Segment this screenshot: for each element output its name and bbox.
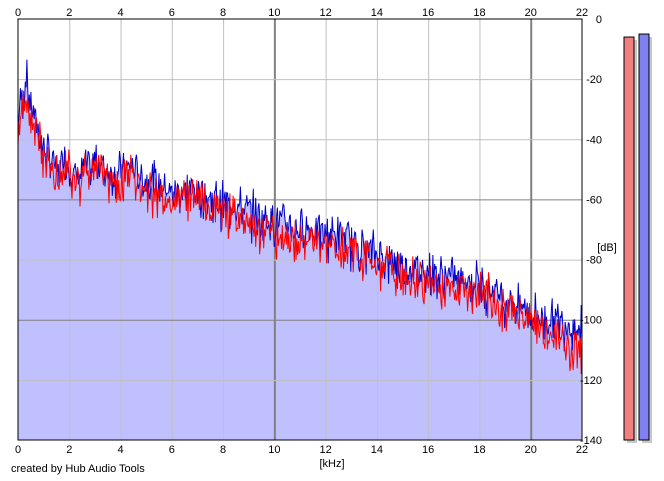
x-tick-label-bottom: 2: [66, 444, 72, 456]
x-tick-labels-bottom: 0 2 4 6 8 10 12 14 16 18 20 22: [15, 444, 588, 456]
x-tick-label-top: 2: [66, 7, 72, 19]
grid-lines: [18, 19, 582, 440]
y-tick-label: -60: [586, 194, 602, 206]
level-meter-left: [623, 36, 635, 441]
x-tick-label-top: 22: [576, 7, 588, 19]
x-tick-label-top: 12: [320, 7, 332, 19]
spectrum-series: [17, 59, 583, 375]
x-tick-label-top: 14: [371, 7, 383, 19]
x-tick-label-top: 6: [169, 7, 175, 19]
x-tick-label-bottom: 16: [422, 444, 434, 456]
y-tick-label: -100: [580, 315, 602, 327]
x-tick-label-top: 16: [422, 7, 434, 19]
x-tick-label-bottom: 10: [268, 444, 280, 456]
y-tick-label: -140: [580, 435, 602, 447]
x-tick-label-bottom: 12: [320, 444, 332, 456]
x-tick-label-top: 18: [473, 7, 485, 19]
x-tick-label-bottom: 14: [371, 444, 383, 456]
x-tick-label-top: 20: [525, 7, 537, 19]
x-tick-label-top: 8: [220, 7, 226, 19]
y-tick-label: -40: [586, 134, 602, 146]
x-tick-labels-top: 0 2 4 6 8 10 12 14 16 18 20 22: [15, 7, 588, 19]
series-line-left-channel: [17, 90, 583, 375]
credit-text: created by Hub Audio Tools: [11, 463, 145, 475]
x-axis-label: [kHz]: [319, 458, 344, 470]
y-tick-labels: 0 -20 -40 -60 -80 -100 -120 -140: [580, 14, 602, 447]
x-tick-label-top: 10: [268, 7, 280, 19]
x-tick-label-bottom: 22: [576, 444, 588, 456]
plot-frame: [17, 18, 583, 441]
y-axis-label: [dB]: [597, 242, 617, 254]
x-tick-label-bottom: 18: [473, 444, 485, 456]
x-tick-label-bottom: 20: [525, 444, 537, 456]
y-tick-label: -80: [586, 255, 602, 267]
y-tick-label: -20: [586, 74, 602, 86]
y-tick-label: -120: [580, 375, 602, 387]
x-tick-label-top: 0: [15, 7, 21, 19]
x-tick-label-bottom: 6: [169, 444, 175, 456]
level-meter-right: [638, 33, 650, 441]
y-tick-label: 0: [596, 14, 602, 26]
level-meters: [623, 33, 652, 444]
x-tick-label-bottom: 8: [220, 444, 226, 456]
x-tick-label-bottom: 4: [117, 444, 123, 456]
x-tick-label-top: 4: [117, 7, 123, 19]
x-tick-label-bottom: 0: [15, 444, 21, 456]
